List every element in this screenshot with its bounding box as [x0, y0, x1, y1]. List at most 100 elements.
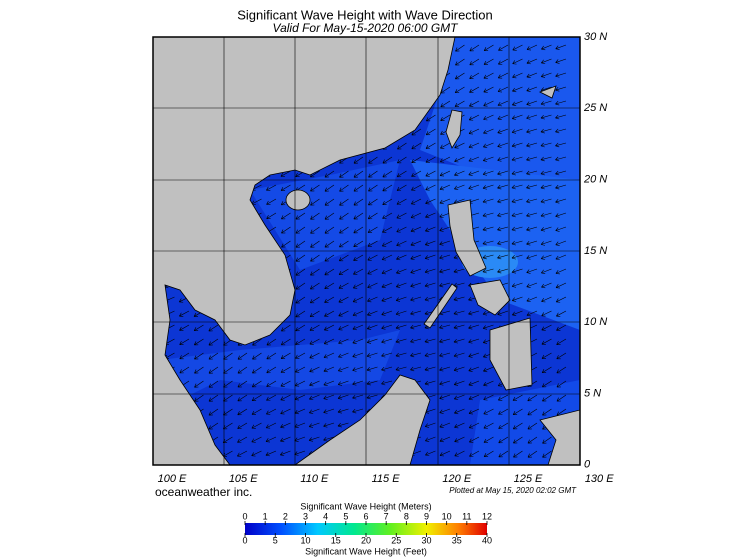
- wave-arrow: [468, 380, 480, 386]
- wave-arrow: [526, 212, 538, 218]
- map-frame: [152, 36, 581, 466]
- feet-tick-label: 40: [482, 535, 492, 545]
- wave-arrow: [439, 184, 451, 191]
- wave-arrow: [555, 142, 567, 148]
- wave-arrow: [381, 296, 393, 302]
- wave-arrow: [526, 184, 538, 190]
- wave-arrow: [526, 240, 538, 246]
- wave-arrow: [266, 184, 277, 191]
- wave-arrow: [194, 380, 204, 388]
- wave-arrow: [237, 408, 248, 416]
- wave-arrow: [425, 212, 436, 219]
- wave-arrow: [555, 240, 567, 246]
- wave-arrow: [556, 338, 567, 345]
- wave-arrow: [425, 156, 436, 163]
- wave-arrow: [454, 170, 465, 177]
- meters-tick-label: 12: [482, 511, 492, 521]
- wave-arrow: [368, 184, 378, 192]
- wave-arrow: [512, 394, 523, 401]
- wave-arrow: [483, 366, 494, 373]
- wave-arrow: [512, 58, 523, 65]
- wave-arrow: [555, 114, 567, 120]
- wave-arrow: [324, 184, 335, 192]
- wave-arrow: [555, 86, 567, 92]
- feet-tick-label: 5: [273, 535, 278, 545]
- wave-arrow: [453, 268, 465, 274]
- lat-label: 5 N: [584, 387, 601, 399]
- wave-arrow: [323, 380, 335, 386]
- wave-arrow: [468, 394, 480, 401]
- wave-arrow: [497, 72, 509, 79]
- wave-arrow: [469, 44, 480, 52]
- wave-arrow: [454, 450, 465, 457]
- wave-arrow: [469, 58, 480, 66]
- wave-arrow: [527, 408, 538, 416]
- wave-arrow: [309, 380, 320, 387]
- wave-arrow: [511, 142, 523, 148]
- wave-arrow: [381, 240, 393, 247]
- ocean-swell: [250, 160, 400, 270]
- wave-arrow: [410, 198, 422, 205]
- wave-arrow: [410, 212, 422, 219]
- wave-arrow: [281, 212, 291, 220]
- wave-arrow: [411, 156, 422, 163]
- wave-arrow: [252, 366, 262, 374]
- wave-arrow: [511, 170, 523, 176]
- wave-arrow: [266, 212, 277, 220]
- wave-arrow: [410, 296, 422, 302]
- wave-arrow: [469, 86, 480, 93]
- wave-arrow: [266, 380, 277, 387]
- wave-arrow: [310, 268, 320, 276]
- wave-arrow: [381, 352, 393, 358]
- wave-arrow: [540, 198, 552, 204]
- wave-arrow: [208, 338, 219, 346]
- wave-arrow: [440, 100, 451, 108]
- wave-arrow: [497, 226, 509, 232]
- wave-arrow: [179, 352, 190, 360]
- wave-arrow: [469, 100, 480, 107]
- wave-arrow: [424, 422, 436, 428]
- wave-arrow: [425, 226, 436, 232]
- wave-arrow: [497, 86, 509, 93]
- wave-arrow: [455, 44, 465, 52]
- wave-arrow: [439, 170, 451, 177]
- wave-arrow: [337, 422, 349, 428]
- wave-arrow: [526, 170, 538, 176]
- wave-arrow: [542, 436, 552, 444]
- lat-label: 25 N: [583, 102, 607, 114]
- wave-arrow: [469, 450, 480, 457]
- wave-arrow: [511, 156, 523, 162]
- wave-arrow: [526, 226, 538, 232]
- wave-arrow: [439, 212, 451, 218]
- wave-arrow: [353, 198, 364, 206]
- wave-arrow: [338, 254, 349, 262]
- land-borneo: [294, 374, 431, 465]
- wave-arrow: [454, 156, 465, 163]
- wave-arrow: [310, 254, 320, 262]
- wave-arrow: [526, 310, 538, 317]
- wave-arrow: [483, 142, 494, 148]
- feet-tick-label: 10: [300, 535, 310, 545]
- wave-arrow: [453, 310, 465, 316]
- wave-arrow: [512, 44, 523, 51]
- wave-arrow: [280, 394, 291, 401]
- wave-arrow: [541, 324, 552, 331]
- wave-arrow: [541, 338, 552, 345]
- wave-arrow: [482, 184, 494, 190]
- wave-arrow: [497, 254, 509, 260]
- wave-arrow: [425, 142, 436, 149]
- wave-arrow: [367, 296, 378, 303]
- wave-arrow: [352, 408, 364, 414]
- wave-arrow: [542, 394, 552, 402]
- wave-arrow: [295, 226, 306, 234]
- wave-arrow: [280, 170, 291, 177]
- wave-arrow: [266, 338, 277, 346]
- wave-arrow: [469, 436, 480, 443]
- ocean-swell: [470, 380, 580, 465]
- wave-arrow: [555, 100, 567, 106]
- wave-arrow: [540, 114, 552, 120]
- wave-arrow: [526, 198, 538, 204]
- wave-arrow: [367, 212, 378, 220]
- wave-arrow: [395, 310, 407, 316]
- wave-arrow: [295, 268, 306, 276]
